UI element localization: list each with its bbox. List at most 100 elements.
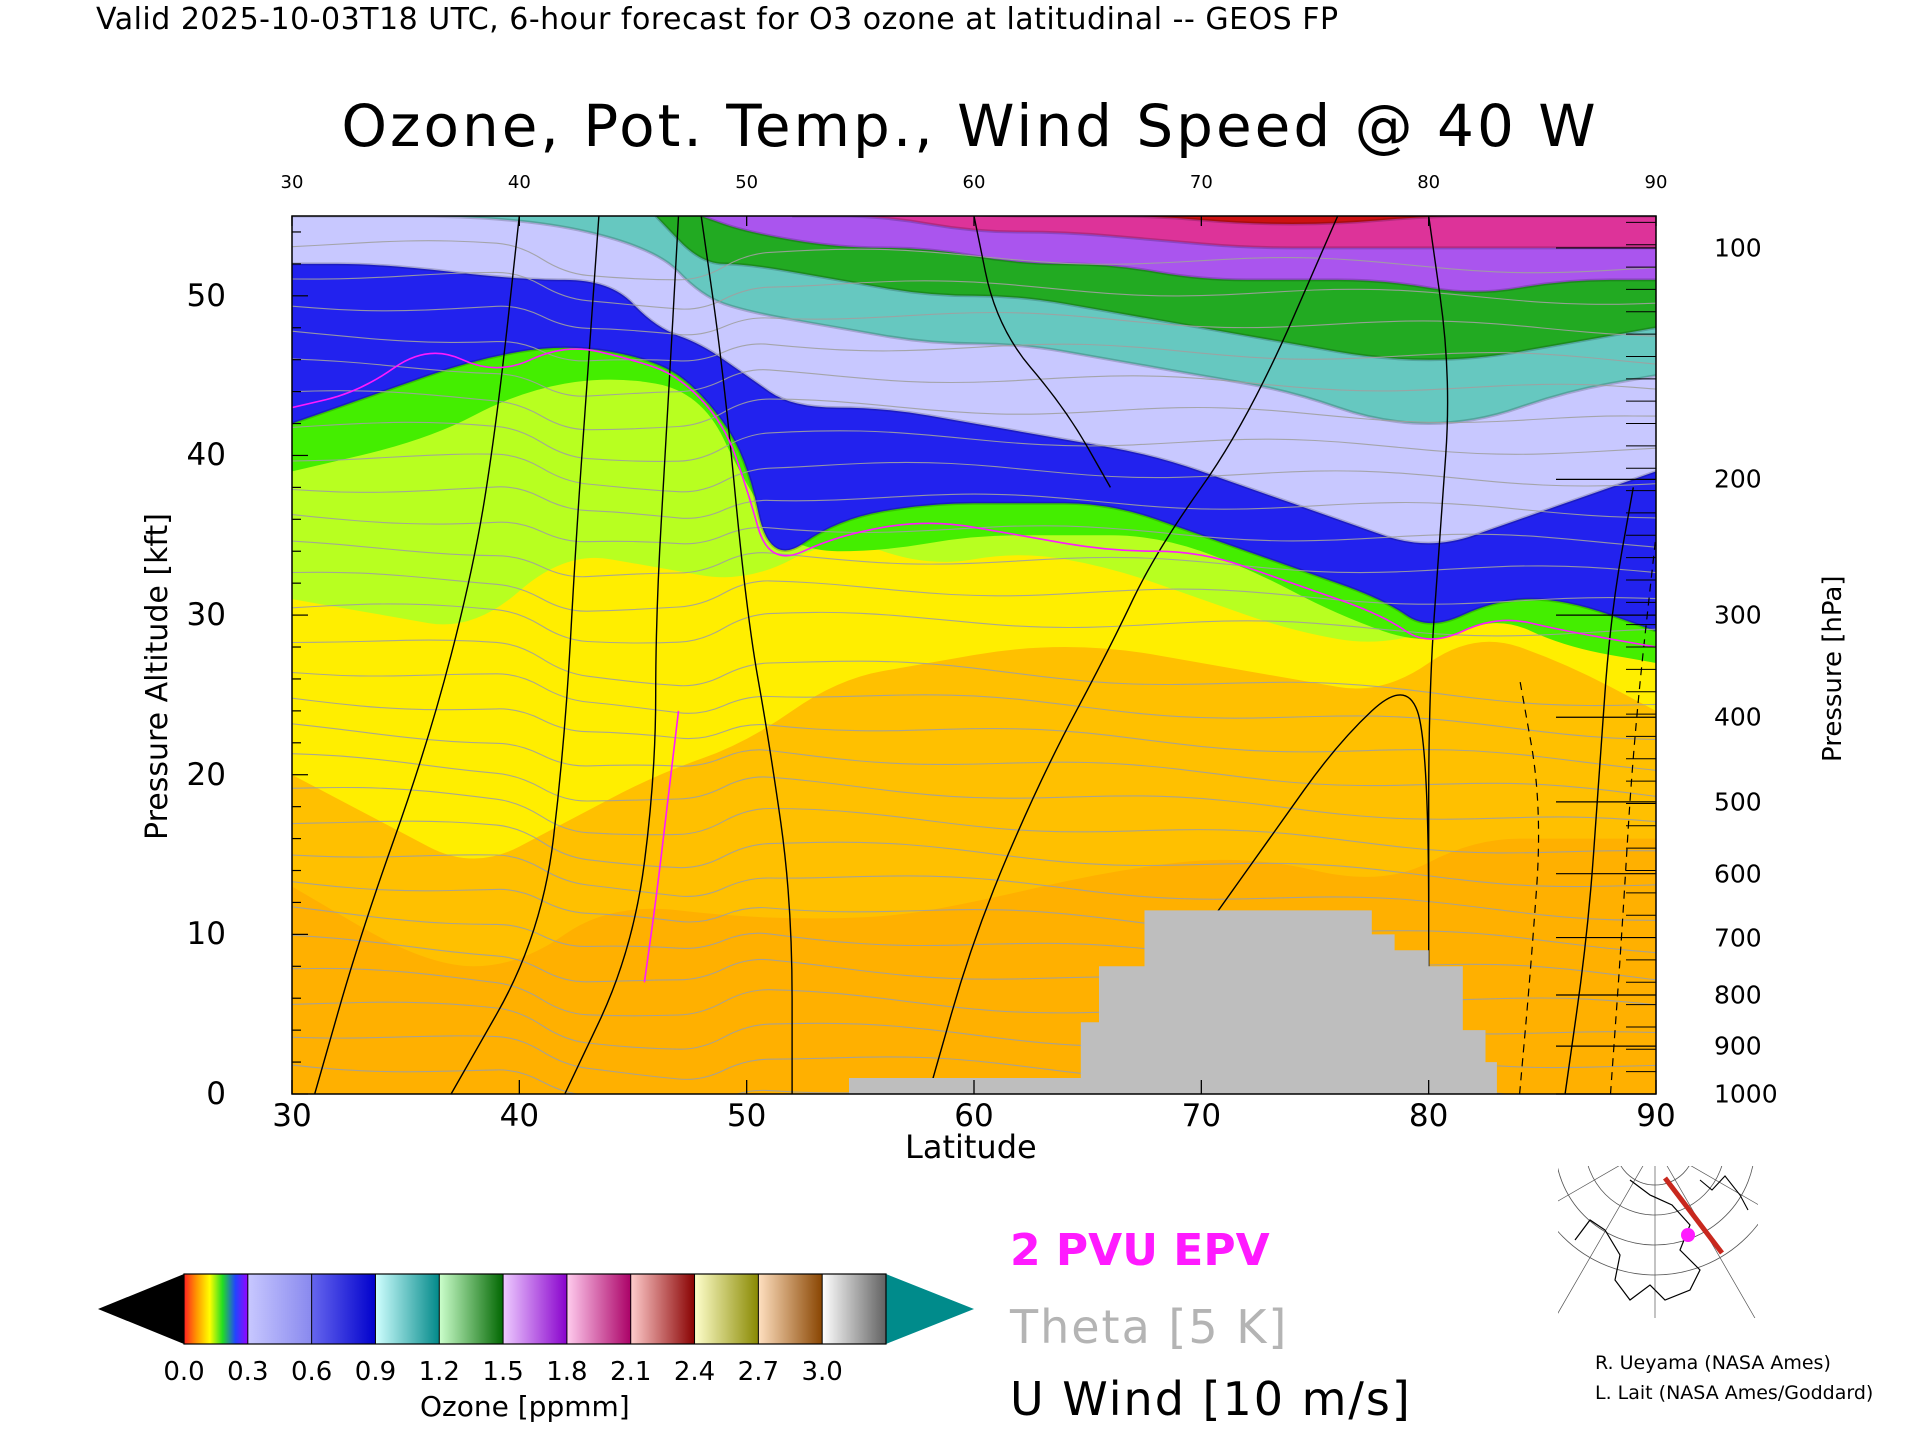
y-tick-label: 20 <box>186 756 226 793</box>
pressure-tick-label: 700 <box>1714 923 1762 953</box>
theta-contour-line <box>292 723 1656 797</box>
credit-line-1: R. Ueyama (NASA Ames) <box>1595 1352 1831 1374</box>
colorbar-segment <box>375 1274 440 1344</box>
pressure-tick-label: 300 <box>1714 600 1762 630</box>
theta-contour-line <box>292 240 1656 281</box>
ozone-band-edge <box>700 216 1656 294</box>
colorbar-tick-label: 1.8 <box>546 1357 588 1387</box>
terrain-polygon <box>849 910 1497 1094</box>
theta-contour-line <box>292 820 1656 888</box>
ozone-colorbar <box>98 1273 974 1345</box>
map-location-marker <box>1681 1228 1695 1242</box>
ozone-band-edge <box>792 216 1656 250</box>
ozone-band-edge <box>292 216 1656 426</box>
map-cross-section-line <box>1663 1176 1724 1255</box>
theta-contour-line <box>292 881 1656 954</box>
x-tick-label-top: 70 <box>1189 172 1213 193</box>
colorbar-tick-label: 3.0 <box>801 1357 843 1387</box>
theta-contour-line <box>292 390 1656 431</box>
epv-contours <box>292 348 1656 983</box>
y-axis-label-right: Pressure [hPa] <box>1818 575 1848 763</box>
theta-contour-line <box>292 697 1656 771</box>
theta-contour-line <box>292 571 1656 612</box>
pressure-tick-label: 100 <box>1714 233 1762 263</box>
epv-2pvu-contour <box>292 348 1656 648</box>
colorbar-tick-label: 2.1 <box>610 1357 652 1387</box>
ozone-band-2.4 <box>974 208 1520 212</box>
colorbar-tick-label: 0.9 <box>354 1357 397 1387</box>
x-tick-label: 50 <box>726 1098 767 1134</box>
epv-2pvu-filament <box>643 710 680 983</box>
map-coastline <box>1699 1175 1749 1211</box>
theta-contour-line <box>292 854 1656 921</box>
chart-title: Ozone, Pot. Temp., Wind Speed @ 40 W <box>341 92 1599 160</box>
theta-contour-line <box>292 421 1656 462</box>
ozone-band-edge <box>654 216 1656 362</box>
u-wind-contour-line <box>973 216 1112 488</box>
x-tick-label-top: 30 <box>280 172 304 193</box>
x-axis-label: Latitude <box>905 1128 1037 1166</box>
colorbar-segment <box>247 1274 313 1344</box>
ozone-band-2 <box>1019 216 1656 224</box>
u-wind-contour-line <box>927 216 1339 1094</box>
u-wind-contour-line <box>564 216 680 1094</box>
x-tick-label: 30 <box>272 1098 312 1134</box>
pressure-tick-label: 900 <box>1714 1031 1762 1061</box>
x-tick-label: 90 <box>1636 1098 1676 1134</box>
u-wind-negative-contour <box>1519 678 1540 1094</box>
legend-theta: Theta [5 K] <box>1010 1300 1289 1354</box>
x-tick-label: 40 <box>499 1098 540 1134</box>
theta-contour-line <box>292 514 1656 548</box>
theta-contour-line <box>292 639 1656 707</box>
theta-contour-line <box>292 330 1656 365</box>
u-wind-contours <box>314 216 1656 1094</box>
x-tick-label-top: 60 <box>962 172 986 193</box>
u-wind-contour-line <box>700 216 793 1094</box>
colorbar-segment <box>630 1274 696 1344</box>
colorbar-tick-label: 0.6 <box>290 1357 333 1387</box>
ozone-band-edge <box>292 262 1656 545</box>
colorbar-segment <box>503 1274 568 1344</box>
colorbar-segment <box>566 1274 632 1344</box>
x-tick-label: 80 <box>1408 1098 1449 1134</box>
pressure-tick-label: 400 <box>1714 702 1762 732</box>
valid-time-header: Valid 2025-10-03T18 UTC, 6-hour forecast… <box>96 2 1339 37</box>
ozone-band-edge <box>292 346 1656 633</box>
theta-contour-line <box>292 540 1656 578</box>
u-wind-contour-line <box>1200 694 1430 1094</box>
colorbar-tick-label: 1.5 <box>482 1357 524 1387</box>
colorbar-segment <box>184 1274 249 1344</box>
colorbar-tick-label: 2.4 <box>673 1357 716 1387</box>
map-coastline <box>1574 1179 1701 1301</box>
map-background <box>1558 1166 1758 1318</box>
theta-contour-line <box>292 305 1656 337</box>
map-meridian <box>1558 1166 1644 1314</box>
x-tick-label-top: 90 <box>1644 172 1668 193</box>
terrain-mask <box>849 910 1497 1094</box>
location-map <box>1558 1166 1758 1318</box>
theta-contour-line <box>292 358 1656 397</box>
legend-epv: 2 PVU EPV <box>1010 1225 1270 1276</box>
legend-u-wind: U Wind [10 m/s] <box>1010 1372 1412 1426</box>
pressure-tick-label: 600 <box>1714 859 1762 889</box>
plot-frame <box>291 215 1657 1095</box>
x-tick-label: 60 <box>954 1098 994 1134</box>
y-tick-label: 0 <box>206 1076 226 1112</box>
pressure-tick-label: 500 <box>1714 787 1762 817</box>
colorbar-tick-label: 0.0 <box>163 1357 205 1387</box>
credit-line-2: L. Lait (NASA Ames/Goddard) <box>1595 1382 1874 1404</box>
y-tick-label: 10 <box>186 916 226 953</box>
colorbar-under-arrow <box>98 1274 184 1344</box>
ozone-filled-contours <box>292 208 1656 1094</box>
map-meridian <box>1558 1166 1620 1202</box>
colorbar-segment <box>758 1274 823 1344</box>
ozone-band-1.6 <box>792 216 1656 248</box>
y-axis-label-left: Pressure Altitude [kft] <box>140 513 175 840</box>
theta-contour-line <box>292 271 1656 310</box>
x-tick-label: 70 <box>1181 1098 1222 1134</box>
colorbar-segment <box>311 1274 376 1344</box>
colorbar-tick-label: 2.7 <box>737 1357 780 1387</box>
u-wind-contour-line <box>450 216 600 1094</box>
theta-contour-line <box>292 486 1656 519</box>
